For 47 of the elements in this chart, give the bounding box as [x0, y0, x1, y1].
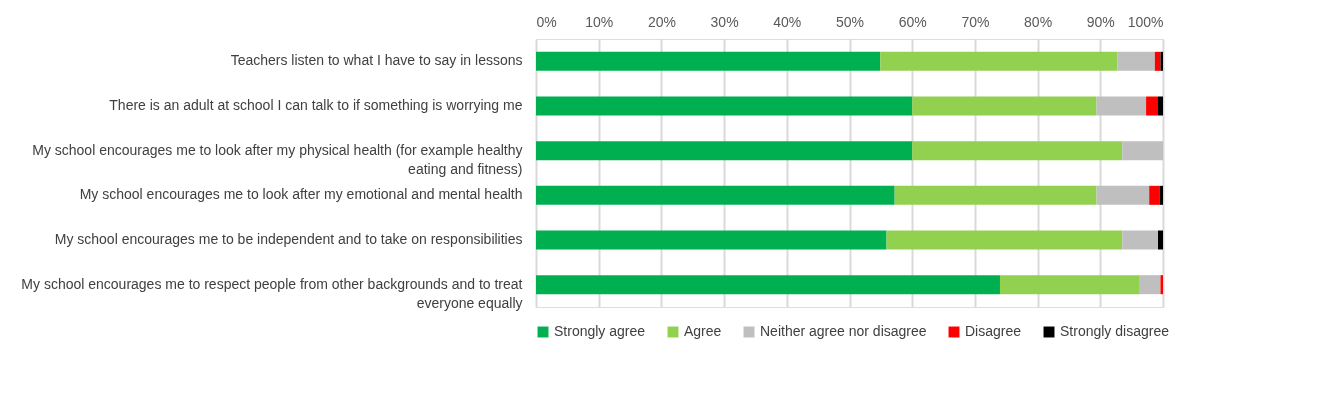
legend-label: Disagree [965, 323, 1022, 339]
bar [536, 96, 913, 116]
bar [886, 230, 1123, 250]
bar [912, 96, 1097, 116]
bar [894, 185, 1097, 205]
bar [1149, 185, 1160, 205]
legend-label: Strongly agree [554, 323, 646, 339]
x-tick-label: 30% [710, 13, 739, 30]
x-tick-label: 0% [536, 13, 557, 30]
y-tick-label: My school encourages me to be independent and to take on responsibilities [54, 231, 523, 247]
bar [912, 141, 1123, 161]
y-tick-label: My school encourages me to respect people from other backgrounds and to treat everyone equally [21, 275, 523, 311]
x-tick-label: 70% [961, 13, 990, 30]
bar [1146, 96, 1158, 116]
bar [1117, 51, 1155, 71]
x-tick-label: 60% [898, 13, 927, 30]
bar [536, 185, 895, 205]
bar [536, 141, 913, 161]
bar [1157, 230, 1163, 250]
bar [536, 275, 1000, 295]
bar [880, 51, 1118, 71]
bar [1157, 96, 1163, 116]
bar [1096, 185, 1150, 205]
legend-label: Strongly disagree [1060, 323, 1170, 339]
x-tick-label: 10% [585, 13, 614, 30]
y-tick-label: Teachers listen to what I have to say in lessons [230, 52, 523, 69]
x-tick-label: 40% [773, 13, 802, 30]
y-tick-label: There is an adult at school I can talk to if something is worrying me [109, 97, 523, 113]
legend-label: Neither agree nor disagree [760, 323, 927, 339]
legend-label: Agree [684, 323, 722, 339]
bar [1160, 51, 1163, 71]
x-tick-label: 50% [835, 13, 865, 30]
y-tick-label: My school encourages me to look after my emotional and mental health [79, 186, 523, 203]
x-tick-label: 100% [1127, 13, 1164, 30]
x-tick-label: 90% [1086, 13, 1115, 30]
bar [1122, 141, 1163, 161]
bar [536, 230, 887, 250]
x-tick-label: 80% [1024, 13, 1053, 30]
x-tick-label: 20% [647, 13, 676, 30]
bar [999, 275, 1140, 295]
y-tick-label: My school encourages me to look after my physical health (for example healthy eating and fitness) [32, 141, 523, 177]
bar [1122, 230, 1158, 250]
bar [1159, 185, 1163, 205]
bar [1160, 275, 1163, 295]
bar [1096, 96, 1147, 116]
bar [1139, 275, 1161, 295]
bar [536, 51, 881, 71]
